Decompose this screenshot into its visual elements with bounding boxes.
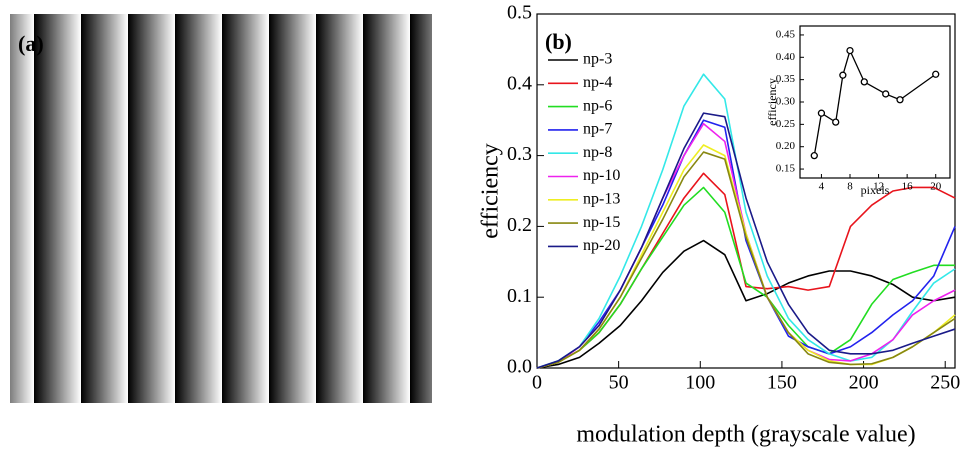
y-tick-label: 0.25 [776,118,796,130]
legend-label: np-4 [583,74,612,91]
plot-frame [536,13,956,369]
x-tick-label: 4 [819,180,825,192]
y-axis-label: efficiency [765,78,779,126]
data-point [846,46,854,55]
y-tick-label: 0.0 [507,356,532,378]
y-tick-label: 0.4 [507,72,532,94]
x-axis-label: pixels [861,183,890,197]
x-tick-label: 16 [902,180,914,192]
x-tick-label: 50 [609,372,629,394]
series-line [536,186,955,369]
y-tick-label: 0.3 [507,143,532,165]
inset-background [800,26,950,178]
data-point [896,96,904,104]
data-point [860,78,868,86]
series-line [536,112,956,369]
legend-label: np-3 [583,51,612,68]
data-point [817,109,826,117]
legend-label: np-7 [583,121,612,138]
x-tick-label: 8 [847,180,853,192]
x-axis-label: modulation depth (grayscale value) [576,422,915,448]
panel-label: (a) [18,31,44,56]
series-line [536,119,956,369]
y-tick-label: 0.35 [776,73,796,85]
x-tick-label: 150 [767,372,797,394]
x-tick-label: 0 [532,372,542,394]
x-tick-label: 20 [930,180,942,192]
y-tick-label: 0.40 [776,51,796,63]
series-line [536,239,956,369]
data-point [932,70,940,78]
x-tick-label: 100 [685,372,715,394]
grating-image [10,14,432,403]
legend-label: np-13 [583,190,620,207]
legend-label: np-20 [583,237,620,254]
legend-label: np-15 [583,214,620,231]
legend-label: np-8 [583,144,612,161]
data-point [839,71,847,79]
y-tick-label: 0.2 [507,214,532,236]
panel-label: (b) [545,29,572,54]
y-tick-label: 0.15 [776,163,796,175]
legend-label: np-10 [583,167,620,184]
series-line [536,73,956,369]
y-tick-label: 0.20 [776,140,796,152]
y-tick-label: 0.30 [776,96,796,108]
x-tick-label: 200 [849,372,879,394]
x-tick-label: 12 [873,180,884,192]
series-line [536,151,956,369]
legend-label: np-6 [583,97,612,114]
y-tick-label: 0.5 [507,2,532,24]
data-point [832,118,840,126]
y-axis-label: efficiency [478,143,504,239]
y-tick-label: 0.45 [776,28,796,40]
data-point [882,90,890,98]
data-point [810,151,818,160]
y-tick-label: 0.1 [507,285,532,307]
x-tick-label: 250 [930,372,960,394]
